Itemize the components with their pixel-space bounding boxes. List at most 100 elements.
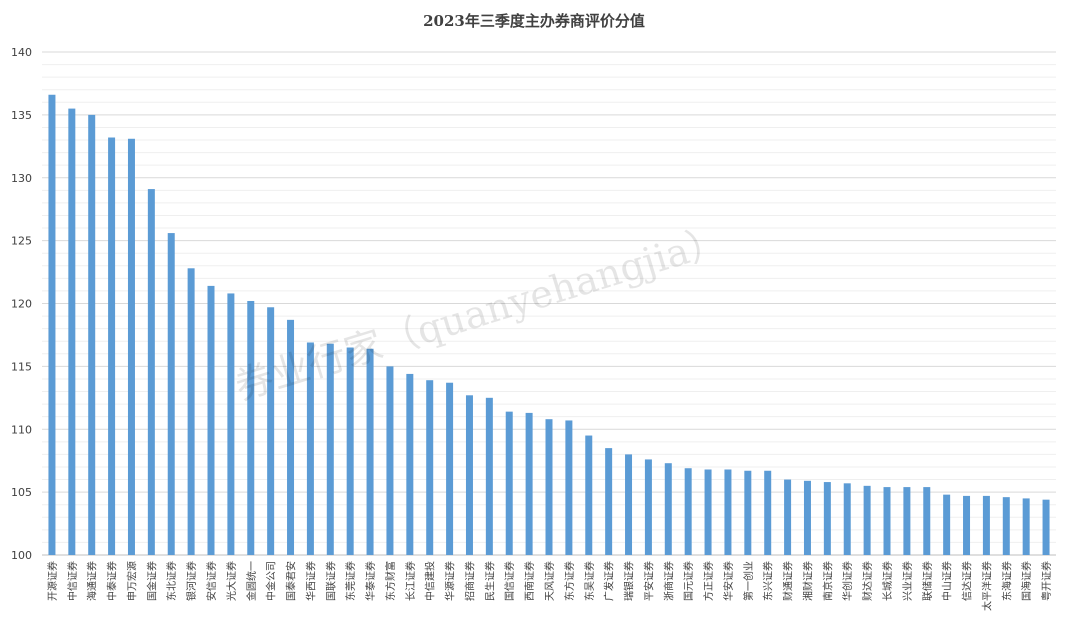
bar (744, 470, 752, 555)
y-tick-label: 100 (11, 549, 32, 562)
x-axis-ticks: 开源证券 中信证券 海通证券 中泰证券 申万宏源 国金证券 东北证券 银河证券 安信证券 光大证券… (46, 561, 1053, 611)
bar (843, 483, 851, 555)
bar (386, 366, 394, 555)
x-tick-label: 金圆统一 (245, 561, 258, 601)
x-tick-label: 国元证券 (682, 561, 695, 601)
x-tick-label: 太平洋证券 (980, 561, 993, 611)
x-tick-label: 国泰君安 (285, 561, 298, 601)
bar (664, 463, 672, 555)
bar (764, 470, 772, 555)
x-tick-label: 东方财富 (384, 561, 397, 601)
bar (545, 419, 553, 555)
bar (406, 373, 414, 555)
watermark-text: 券业行家（quanyehangjia） (230, 217, 731, 408)
x-tick-label: 东北证券 (165, 561, 178, 601)
bar (784, 479, 792, 555)
x-tick-label: 第一创业 (742, 561, 755, 601)
x-tick-label: 华西证券 (304, 561, 317, 601)
bar (943, 494, 951, 555)
x-tick-label: 联储证券 (921, 561, 934, 601)
x-tick-label: 东海证券 (1000, 561, 1013, 601)
bar (525, 412, 533, 555)
bar (127, 138, 135, 555)
x-tick-label: 中山证券 (941, 561, 954, 601)
x-tick-label: 粤开证券 (1040, 561, 1053, 601)
bars (48, 94, 1050, 556)
y-tick-label: 120 (11, 298, 32, 311)
bar (227, 293, 235, 555)
bar (1002, 497, 1010, 555)
x-tick-label: 中金公司 (265, 561, 278, 601)
y-axis-ticks: 100 105 110 115 120 125 130 135 140 (11, 46, 32, 562)
bar (903, 487, 911, 555)
bar (247, 300, 255, 555)
x-tick-label: 瑞银证券 (623, 561, 636, 601)
bar (465, 395, 473, 555)
bar (1022, 498, 1030, 555)
bar (684, 468, 692, 555)
x-tick-label: 华泰证券 (364, 561, 377, 601)
bar (644, 459, 652, 555)
x-tick-label: 长江证券 (404, 561, 417, 601)
x-tick-label: 天风证券 (543, 561, 556, 601)
x-tick-label: 东方证券 (563, 561, 576, 601)
bar (108, 137, 116, 555)
bar (306, 342, 314, 555)
bar (68, 108, 76, 556)
bar (982, 495, 990, 555)
bar (625, 454, 633, 555)
x-tick-label: 华创证券 (841, 561, 854, 601)
x-tick-label: 湘财证券 (801, 561, 814, 601)
bar (485, 397, 493, 555)
x-tick-label: 长城证券 (881, 561, 894, 601)
bar (267, 307, 275, 555)
x-tick-label: 中泰证券 (106, 561, 119, 601)
y-tick-label: 125 (11, 235, 32, 248)
x-tick-label: 安信证券 (205, 561, 218, 601)
bar (803, 480, 811, 555)
bar (823, 482, 831, 555)
bar (187, 268, 195, 555)
x-tick-label: 南京证券 (821, 561, 834, 601)
bar (207, 285, 215, 555)
x-tick-label: 中信证券 (66, 561, 79, 601)
x-tick-label: 东兴证券 (762, 561, 775, 601)
x-tick-label: 海通证券 (86, 561, 99, 601)
bar (326, 343, 334, 555)
bar (167, 233, 175, 555)
x-tick-label: 东吴证券 (583, 561, 596, 601)
bar (346, 347, 354, 555)
y-tick-label: 105 (11, 486, 32, 499)
bar (883, 487, 891, 555)
chart-title: 2023年三季度主办券商评价分值 (423, 12, 645, 30)
x-tick-label: 民生证券 (483, 561, 496, 601)
bar (963, 495, 971, 555)
x-tick-label: 西南证券 (523, 561, 536, 601)
x-tick-label: 国信证券 (503, 561, 516, 601)
bar (446, 382, 454, 555)
bar (505, 411, 513, 555)
x-tick-label: 方正证券 (702, 561, 715, 601)
x-tick-label: 光大证券 (225, 561, 238, 601)
y-tick-label: 115 (11, 360, 32, 373)
bar (704, 469, 712, 555)
x-tick-label: 银河证券 (185, 561, 198, 601)
bar (585, 435, 593, 555)
bar (287, 319, 295, 555)
x-tick-label: 信达证券 (961, 561, 974, 601)
x-tick-label: 开源证券 (46, 561, 59, 601)
bar (147, 189, 155, 555)
x-tick-label: 兴业证券 (901, 561, 914, 601)
bar (1042, 499, 1050, 555)
x-tick-label: 财达证券 (861, 561, 874, 601)
x-tick-label: 国联证券 (324, 561, 337, 601)
x-tick-label: 招商证券 (463, 561, 476, 601)
x-tick-label: 财通证券 (782, 561, 795, 601)
x-tick-label: 浙商证券 (662, 561, 675, 601)
bar (923, 487, 931, 555)
bar (426, 380, 434, 555)
x-tick-label: 广发证券 (603, 561, 616, 601)
x-tick-label: 华安证券 (722, 561, 735, 601)
y-tick-label: 130 (11, 172, 32, 185)
